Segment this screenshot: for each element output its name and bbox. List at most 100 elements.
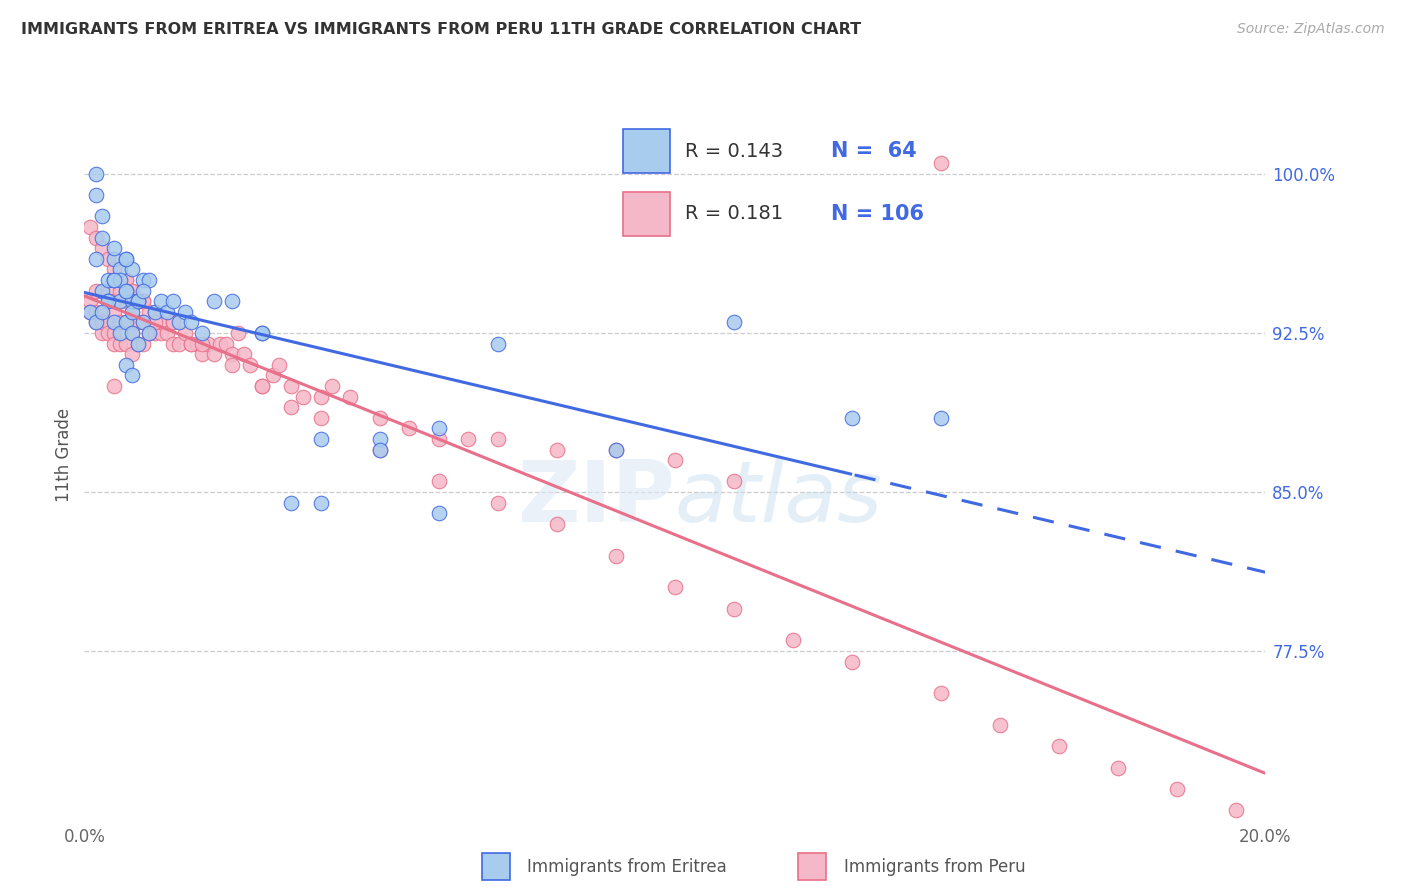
Text: Immigrants from Peru: Immigrants from Peru [844, 858, 1025, 876]
Point [103, 262, 125, 277]
Point [173, 326, 195, 340]
Point [368, 410, 391, 425]
Text: Immigrants from Eritrea: Immigrants from Eritrea [527, 858, 727, 876]
Point [339, 390, 361, 404]
Point [121, 284, 143, 298]
Point [121, 326, 143, 340]
Point [309, 410, 332, 425]
Point [132, 273, 155, 287]
Point [103, 252, 125, 266]
Point [84, 305, 107, 319]
Point [127, 294, 149, 309]
Point [191, 326, 214, 340]
Point [114, 284, 136, 298]
Point [108, 315, 131, 329]
Point [191, 336, 214, 351]
Point [138, 326, 160, 340]
Point [132, 294, 155, 309]
Point [79, 305, 101, 319]
Point [280, 495, 302, 509]
Point [103, 294, 125, 309]
Point [91, 210, 114, 224]
Point [127, 315, 149, 329]
Point [929, 686, 952, 700]
Bar [623, 129, 671, 173]
Point [167, 315, 190, 329]
Point [309, 432, 332, 446]
Point [143, 305, 166, 319]
Text: atlas: atlas [675, 458, 883, 541]
Point [114, 358, 136, 372]
Point [186, 336, 208, 351]
Point [605, 442, 627, 457]
Point [262, 368, 284, 383]
Point [91, 230, 114, 244]
Point [143, 305, 166, 319]
Point [79, 294, 101, 309]
Point [291, 390, 314, 404]
Point [427, 475, 450, 489]
Point [180, 315, 202, 329]
Point [97, 252, 120, 266]
Point [546, 516, 568, 531]
Point [103, 273, 125, 287]
Point [988, 718, 1011, 732]
Point [114, 315, 136, 329]
Point [91, 305, 114, 319]
Point [84, 315, 107, 329]
Point [91, 326, 114, 340]
Point [91, 305, 114, 319]
Text: R = 0.143: R = 0.143 [685, 142, 783, 161]
Point [132, 284, 155, 298]
Point [150, 315, 173, 329]
Point [221, 294, 243, 309]
Point [127, 294, 149, 309]
Point [368, 432, 391, 446]
Point [114, 273, 136, 287]
Point [103, 326, 125, 340]
Point [180, 336, 202, 351]
Text: IMMIGRANTS FROM ERITREA VS IMMIGRANTS FROM PERU 11TH GRADE CORRELATION CHART: IMMIGRANTS FROM ERITREA VS IMMIGRANTS FR… [21, 22, 862, 37]
Point [114, 252, 136, 266]
Text: N =  64: N = 64 [831, 142, 917, 161]
Point [221, 347, 243, 361]
Point [929, 156, 952, 170]
Point [138, 326, 160, 340]
Point [250, 379, 273, 393]
Point [664, 581, 686, 595]
Point [91, 241, 114, 255]
Point [232, 347, 254, 361]
Point [97, 273, 120, 287]
Point [398, 421, 420, 435]
Point [108, 273, 131, 287]
Bar [797, 853, 827, 880]
Point [108, 284, 131, 298]
Point [103, 273, 125, 287]
Point [197, 336, 219, 351]
Point [121, 294, 143, 309]
Text: R = 0.181: R = 0.181 [685, 204, 783, 223]
Point [162, 336, 184, 351]
Text: N = 106: N = 106 [831, 203, 924, 224]
Point [132, 294, 155, 309]
Point [280, 401, 302, 415]
Point [121, 305, 143, 319]
Point [723, 601, 745, 615]
Point [486, 336, 509, 351]
Text: Source: ZipAtlas.com: Source: ZipAtlas.com [1237, 22, 1385, 37]
Point [143, 326, 166, 340]
Point [103, 336, 125, 351]
Point [180, 336, 202, 351]
Point [280, 379, 302, 393]
Point [162, 315, 184, 329]
Point [239, 358, 262, 372]
Point [250, 326, 273, 340]
Point [162, 294, 184, 309]
Point [202, 347, 225, 361]
Point [103, 305, 125, 319]
Point [221, 358, 243, 372]
Point [138, 273, 160, 287]
Point [723, 475, 745, 489]
Point [114, 273, 136, 287]
Point [127, 336, 149, 351]
